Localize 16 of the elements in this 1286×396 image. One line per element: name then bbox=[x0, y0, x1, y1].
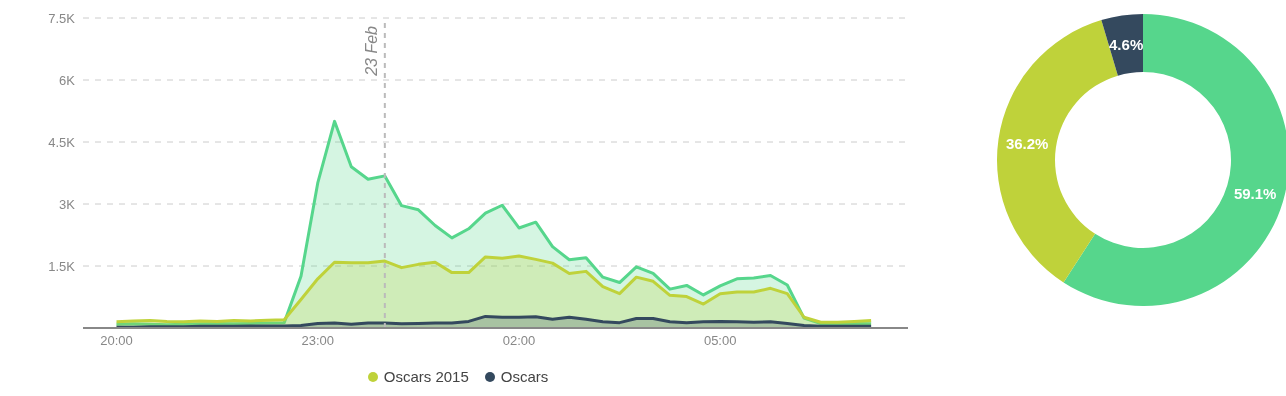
y-tick-label: 1.5K bbox=[48, 258, 76, 274]
x-tick-label: 20:00 bbox=[100, 333, 133, 349]
data-label: 59.1% bbox=[1233, 184, 1277, 202]
x-tick-label: 05:00 bbox=[703, 333, 737, 349]
legend-label: Oscars bbox=[500, 368, 549, 385]
x-tick-label: 23:00 bbox=[301, 333, 335, 349]
data-label: 36.2% bbox=[1005, 134, 1049, 152]
legend-label: Oscars 2015 bbox=[383, 368, 469, 385]
donut-slice bbox=[1063, 14, 1286, 306]
x-tick-label: 02:00 bbox=[502, 333, 536, 349]
y-tick-label: 6K bbox=[59, 72, 76, 88]
y-tick-label: 7.5K bbox=[48, 10, 76, 26]
data-label: 4.6% bbox=[1109, 35, 1144, 53]
y-tick-label: 3K bbox=[59, 196, 76, 212]
y-tick-label: 4.5K bbox=[48, 134, 76, 150]
ref-line-label: 23 Feb bbox=[362, 25, 380, 77]
